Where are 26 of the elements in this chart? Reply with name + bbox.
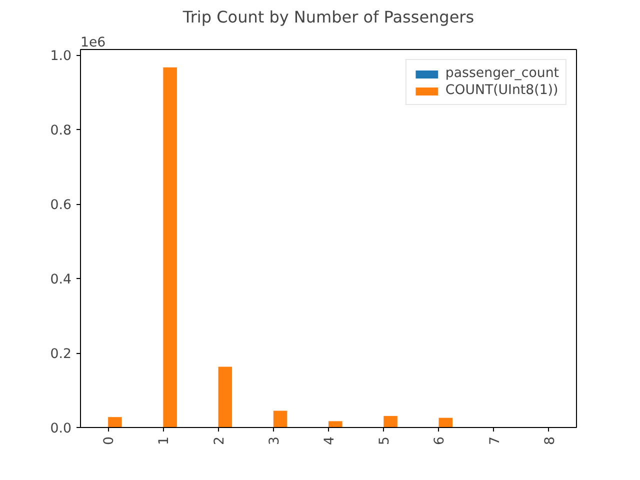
bar — [438, 418, 452, 428]
x-tick-label: 8 — [542, 436, 558, 445]
y-tick-label: 0.2 — [50, 347, 72, 362]
bar — [328, 421, 342, 428]
y-tick-label: 0.6 — [50, 198, 72, 214]
y-tick-label: 0.0 — [50, 422, 72, 436]
x-tick-label: 6 — [432, 436, 448, 445]
bar — [384, 416, 398, 428]
y-tick-label: 1.0 — [50, 49, 72, 64]
x-tick-label: 0 — [102, 436, 118, 445]
x-tick-label: 1 — [157, 436, 172, 445]
x-tick-label: 2 — [212, 436, 228, 445]
chart-title: Trip Count by Number of Passengers — [182, 8, 474, 26]
x-tick-label: 5 — [378, 436, 393, 445]
x-tick-label: 7 — [488, 436, 503, 445]
x-tick-label: 4 — [322, 436, 338, 445]
bar — [108, 417, 122, 428]
x-tick-label: 3 — [267, 436, 282, 445]
y-tick-label: 0.8 — [50, 124, 72, 139]
bar — [273, 410, 288, 428]
bar — [163, 67, 177, 428]
legend-label: passenger_count — [445, 66, 559, 81]
annotation: 1e6 — [80, 36, 106, 50]
legend-label: COUNT(UInt8(1)) — [445, 83, 558, 98]
bar — [218, 366, 232, 428]
y-tick-label: 0.4 — [50, 272, 72, 288]
